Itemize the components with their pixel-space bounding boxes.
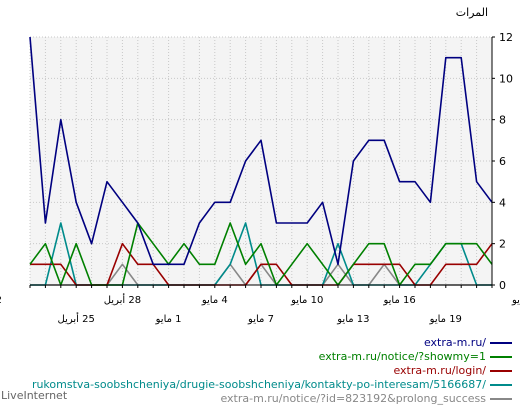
legend-label: extra-m.ru/login/	[393, 364, 486, 377]
y-tick-label: 0	[499, 279, 506, 292]
legend-entry: extra-m.ru/notice/?id=823192&prolong_suc…	[0, 392, 514, 406]
y-tick-label: 4	[499, 196, 506, 209]
legend-swatch	[490, 342, 512, 344]
x-tick-label: 22 أبريل	[0, 293, 2, 306]
x-tick-label: 1 مايو	[155, 314, 182, 325]
x-tick-label: 4 مايو	[201, 295, 228, 306]
legend-label: extra-m.ru/	[423, 336, 486, 349]
legend-entry: extra-m.ru/login/	[0, 364, 514, 378]
y-tick-label: 8	[499, 114, 506, 127]
x-tick-label: 16 مايو	[382, 295, 415, 306]
legend-label: extra-m.ru/notice/?showmy=1	[318, 350, 486, 363]
x-tick-label: 28 أبريل	[104, 293, 141, 306]
y-tick-label: 6	[499, 155, 506, 168]
x-tick-label: 7 مايو	[247, 314, 274, 325]
y-tick-label: 2	[499, 238, 506, 251]
x-tick-label: 13 مايو	[336, 314, 369, 325]
x-tick-label: 10 مايو	[290, 295, 323, 306]
legend-swatch	[490, 384, 512, 386]
legend-label: extra-m.ru/notice/?id=823192&prolong_suc…	[220, 392, 486, 405]
legend-entry: extra-m.ru/notice/?showmy=1	[0, 350, 514, 364]
x-tick-label: 22 مايو	[511, 295, 520, 306]
legend-swatch	[490, 398, 512, 400]
line-chart: 0 2 4 6 8 10 12 22 مايو 19 مايو 16 مايو 13 مايو 10…	[0, 6, 520, 325]
y-tick-label: 12	[499, 31, 513, 44]
brand-logo-text: LiveInternet	[1, 389, 68, 402]
y-axis-label: المرات	[456, 6, 488, 19]
x-tick-label: 25 أبريل	[58, 312, 95, 325]
legend-entry: extra-m.ru/	[0, 336, 514, 350]
series-line	[29, 36, 493, 266]
legend-swatch	[490, 370, 512, 372]
legend-entry: rukomstva-soobshcheniya/drugie-soobshche…	[0, 378, 514, 392]
legend: extra-m.ru/extra-m.ru/notice/?showmy=1 ex…	[0, 336, 514, 406]
y-tick-label: 10	[499, 72, 513, 85]
legend-label: rukomstva-soobshcheniya/drugie-soobshche…	[31, 378, 486, 391]
legend-swatch	[490, 356, 512, 358]
x-tick-label: 19 مايو	[429, 314, 462, 325]
